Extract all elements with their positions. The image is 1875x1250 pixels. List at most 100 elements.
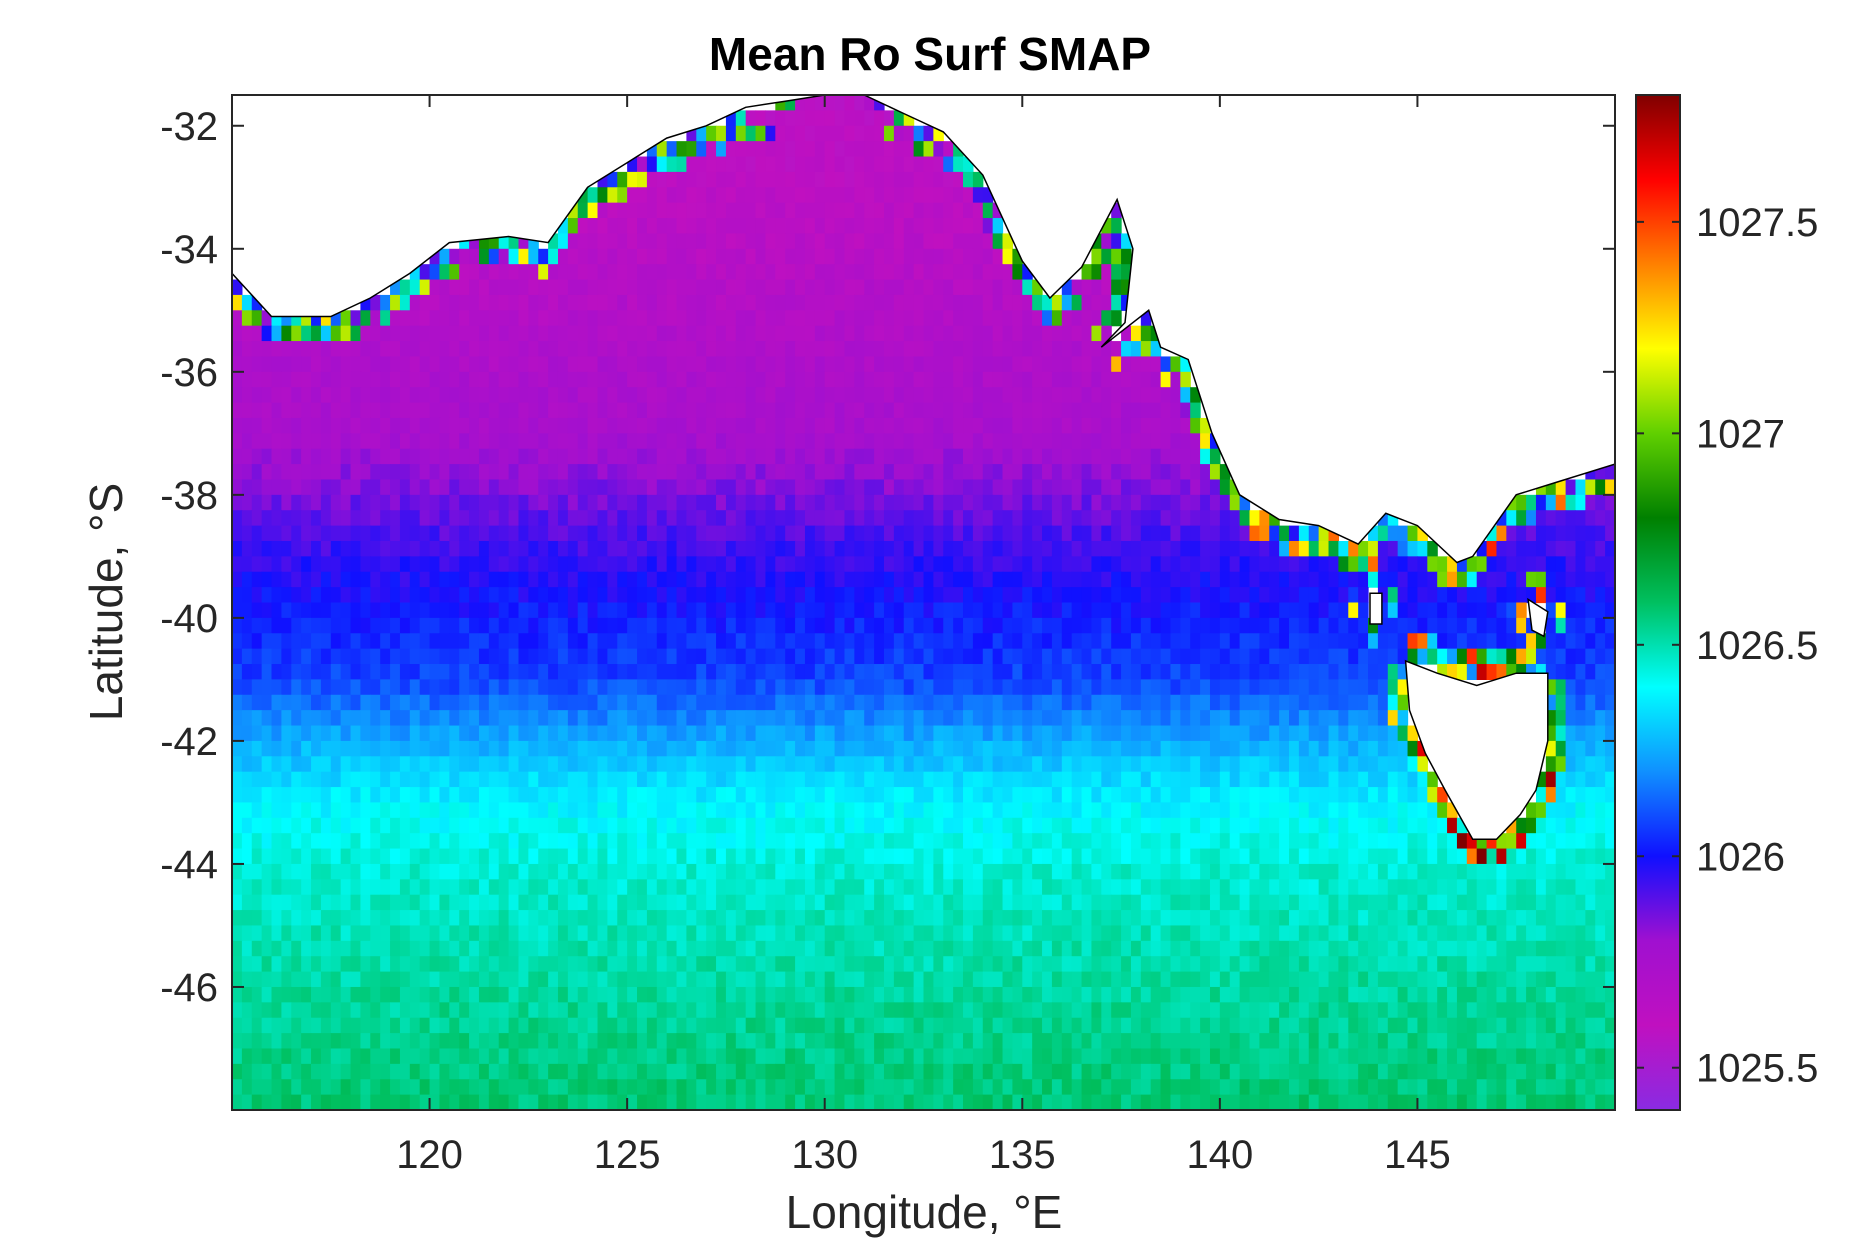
heatmap-cell	[419, 356, 431, 373]
heatmap-cell	[271, 633, 282, 650]
heatmap-cell	[251, 433, 263, 450]
heatmap-cell	[775, 756, 786, 773]
heatmap-cell	[1121, 371, 1132, 388]
heatmap-cell	[1012, 540, 1023, 557]
heatmap-cell	[982, 325, 994, 342]
heatmap-cell	[1022, 602, 1033, 619]
heatmap-cell	[1615, 310, 1625, 326]
heatmap-cell	[1042, 664, 1053, 680]
heatmap-cell	[271, 587, 282, 604]
heatmap-cell	[1289, 648, 1300, 665]
heatmap-cell	[696, 710, 707, 727]
heatmap-cell	[696, 202, 707, 219]
heatmap-cell	[676, 325, 688, 342]
heatmap-cell	[953, 756, 964, 773]
heatmap-cell	[824, 602, 836, 619]
heatmap-cell	[1249, 817, 1260, 834]
heatmap-cell	[538, 587, 549, 604]
heatmap-cell	[291, 448, 302, 465]
heatmap-cell	[1615, 157, 1625, 173]
heatmap-cell	[1308, 679, 1320, 696]
heatmap-cell	[745, 294, 757, 311]
heatmap-cell	[419, 510, 431, 527]
heatmap-cell	[1565, 540, 1577, 557]
heatmap-cell	[953, 294, 964, 311]
heatmap-cell	[716, 479, 727, 496]
heatmap-cell	[883, 279, 895, 296]
heatmap-cell	[508, 248, 520, 265]
heatmap-cell	[874, 587, 885, 604]
heatmap-cell	[992, 771, 1004, 788]
heatmap-cell	[716, 525, 727, 542]
heatmap-cell	[1585, 571, 1596, 588]
heatmap-cell	[390, 587, 401, 604]
heatmap-cell	[1190, 402, 1201, 419]
heatmap-cell	[498, 371, 510, 388]
heatmap-cell	[488, 725, 500, 742]
heatmap-cell	[874, 279, 885, 296]
heatmap-cell	[725, 648, 737, 665]
heatmap-cell	[439, 540, 450, 557]
heatmap-cell	[1091, 264, 1102, 281]
heatmap-cell	[765, 525, 776, 542]
heatmap-cell	[1071, 479, 1083, 496]
heatmap-cell	[1130, 710, 1142, 727]
heatmap-cell	[883, 787, 895, 804]
heatmap-cell	[844, 156, 855, 173]
heatmap-cell	[1605, 740, 1615, 757]
heatmap-cell	[241, 341, 253, 358]
heatmap-cell	[538, 617, 549, 634]
heatmap-cell	[1042, 371, 1053, 388]
heatmap-cell	[1338, 617, 1349, 634]
heatmap-cell	[1101, 371, 1112, 388]
heatmap-cell	[1071, 325, 1083, 342]
heatmap-cell	[518, 756, 529, 773]
heatmap-cell	[874, 525, 885, 542]
heatmap-cell	[676, 479, 688, 496]
heatmap-cell	[686, 510, 697, 527]
heatmap-cell	[1170, 464, 1181, 481]
heatmap-cell	[449, 341, 460, 358]
heatmap-cell	[933, 402, 944, 419]
heatmap-cell	[883, 464, 895, 481]
heatmap-cell	[637, 710, 648, 727]
heatmap-cell	[883, 202, 895, 219]
heatmap-cell	[1229, 710, 1241, 727]
heatmap-cell	[824, 387, 836, 404]
heatmap-cell	[1338, 633, 1349, 650]
heatmap-cell	[735, 110, 747, 127]
heatmap-cell	[1377, 617, 1389, 634]
heatmap-cell	[1387, 664, 1399, 680]
heatmap-cell	[745, 417, 757, 434]
heatmap-cell	[1229, 756, 1241, 773]
heatmap-cell	[518, 325, 529, 342]
heatmap-cell	[271, 325, 282, 342]
heatmap-cell	[893, 617, 905, 634]
heatmap-cell	[1061, 740, 1073, 757]
heatmap-cell	[538, 325, 549, 342]
heatmap-cell	[814, 218, 826, 235]
heatmap-cell	[607, 448, 618, 465]
heatmap-cell	[1111, 510, 1122, 527]
heatmap-cell	[469, 356, 480, 373]
heatmap-cell	[1022, 264, 1033, 281]
heatmap-cell	[399, 602, 411, 619]
heatmap-cell	[1397, 740, 1409, 757]
heatmap-cell	[390, 740, 401, 757]
heatmap-cell	[1051, 510, 1063, 527]
heatmap-cell	[1377, 833, 1389, 850]
heatmap-cell	[1437, 587, 1448, 604]
heatmap-cell	[1615, 433, 1625, 449]
heatmap-cell	[232, 402, 243, 419]
heatmap-cell	[1180, 510, 1191, 527]
heatmap-cell	[330, 525, 342, 542]
heatmap-cell	[577, 602, 589, 619]
heatmap-cell	[883, 294, 895, 311]
heatmap-cell	[804, 202, 816, 219]
heatmap-cell	[1170, 833, 1181, 850]
heatmap-cell	[1081, 294, 1093, 311]
heatmap-cell	[874, 802, 885, 819]
heatmap-cell	[340, 540, 352, 557]
heatmap-cell	[548, 448, 559, 465]
heatmap-cell	[557, 848, 569, 865]
